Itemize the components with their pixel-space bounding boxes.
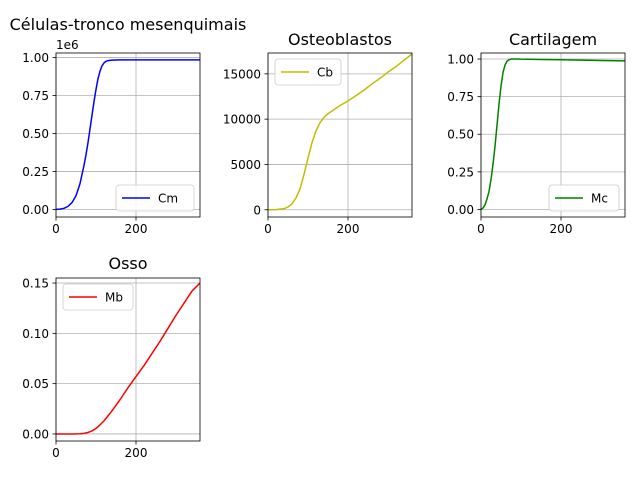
y-offset-text: 1e6 bbox=[56, 38, 79, 52]
y-tick-label: 0.25 bbox=[22, 165, 49, 179]
y-tick-label: 0.75 bbox=[447, 90, 474, 104]
x-tick-label: 0 bbox=[477, 222, 485, 236]
legend-box bbox=[115, 184, 195, 212]
x-tick-label: 200 bbox=[125, 446, 148, 460]
plot-frame bbox=[267, 52, 413, 218]
x-tick-label: 200 bbox=[125, 222, 148, 236]
y-tick-label: 5000 bbox=[230, 158, 261, 172]
y-tick-label: 0.15 bbox=[22, 277, 49, 291]
y-tick-label: 0.10 bbox=[22, 327, 49, 341]
legend-box bbox=[548, 184, 620, 212]
chart-title: Osteoblastos bbox=[288, 30, 392, 49]
y-tick-label: 0.00 bbox=[22, 427, 49, 441]
legend: Cb bbox=[274, 58, 342, 86]
chart-title: Osso bbox=[108, 254, 147, 273]
chart-cartilage: Cartilagem 0 200 0.00 0.25 0.50 0.75 1.00 Mc bbox=[447, 30, 626, 236]
y-tick-label: 1.00 bbox=[22, 51, 49, 65]
x-tick-label: 200 bbox=[337, 222, 360, 236]
series-line bbox=[55, 59, 200, 211]
chart-bone: Osso 0 200 0.00 0.05 0.10 0.15 Mb bbox=[22, 254, 201, 460]
legend: Cm bbox=[115, 184, 195, 212]
legend-label: Mb bbox=[105, 291, 123, 305]
y-tick-label: 0.00 bbox=[22, 203, 49, 217]
y-tick-label: 0.00 bbox=[447, 203, 474, 217]
chart-title: Cartilagem bbox=[509, 30, 597, 49]
legend: Mc bbox=[548, 184, 620, 212]
y-tick-label: 0.25 bbox=[447, 165, 474, 179]
series-line bbox=[56, 282, 201, 435]
y-tick-label: 10000 bbox=[223, 113, 261, 127]
legend-label: Cm bbox=[158, 192, 178, 206]
legend-box bbox=[62, 283, 134, 311]
chart-title: Células-tronco mesenquimais bbox=[10, 15, 247, 34]
chart-osteoblasts: Osteoblastos 0 200 0 5000 10000 15000 Cb bbox=[223, 30, 413, 236]
y-tick-label: 0.75 bbox=[22, 89, 49, 103]
y-tick-label: 0.50 bbox=[22, 127, 49, 141]
y-tick-label: 1.00 bbox=[447, 53, 474, 67]
legend: Mb bbox=[62, 283, 134, 311]
y-tick-label: 0.50 bbox=[447, 128, 474, 142]
plot-frame bbox=[55, 277, 201, 442]
legend-label: Cb bbox=[317, 66, 333, 80]
x-tick-label: 0 bbox=[52, 222, 60, 236]
x-tick-label: 0 bbox=[52, 446, 60, 460]
series-line bbox=[480, 58, 626, 211]
legend-label: Mc bbox=[591, 192, 608, 206]
y-tick-label: 0.05 bbox=[22, 377, 49, 391]
y-tick-label: 0 bbox=[253, 203, 261, 217]
chart-mesenchymal-stem-cells: Células-tronco mesenquimais 1e6 0 200 0.00… bbox=[10, 15, 247, 236]
plot-frame bbox=[480, 52, 626, 218]
y-tick-label: 15000 bbox=[223, 67, 261, 81]
x-tick-label: 0 bbox=[264, 222, 272, 236]
series-line bbox=[267, 53, 413, 211]
x-tick-label: 200 bbox=[550, 222, 573, 236]
plot-frame bbox=[55, 52, 201, 218]
